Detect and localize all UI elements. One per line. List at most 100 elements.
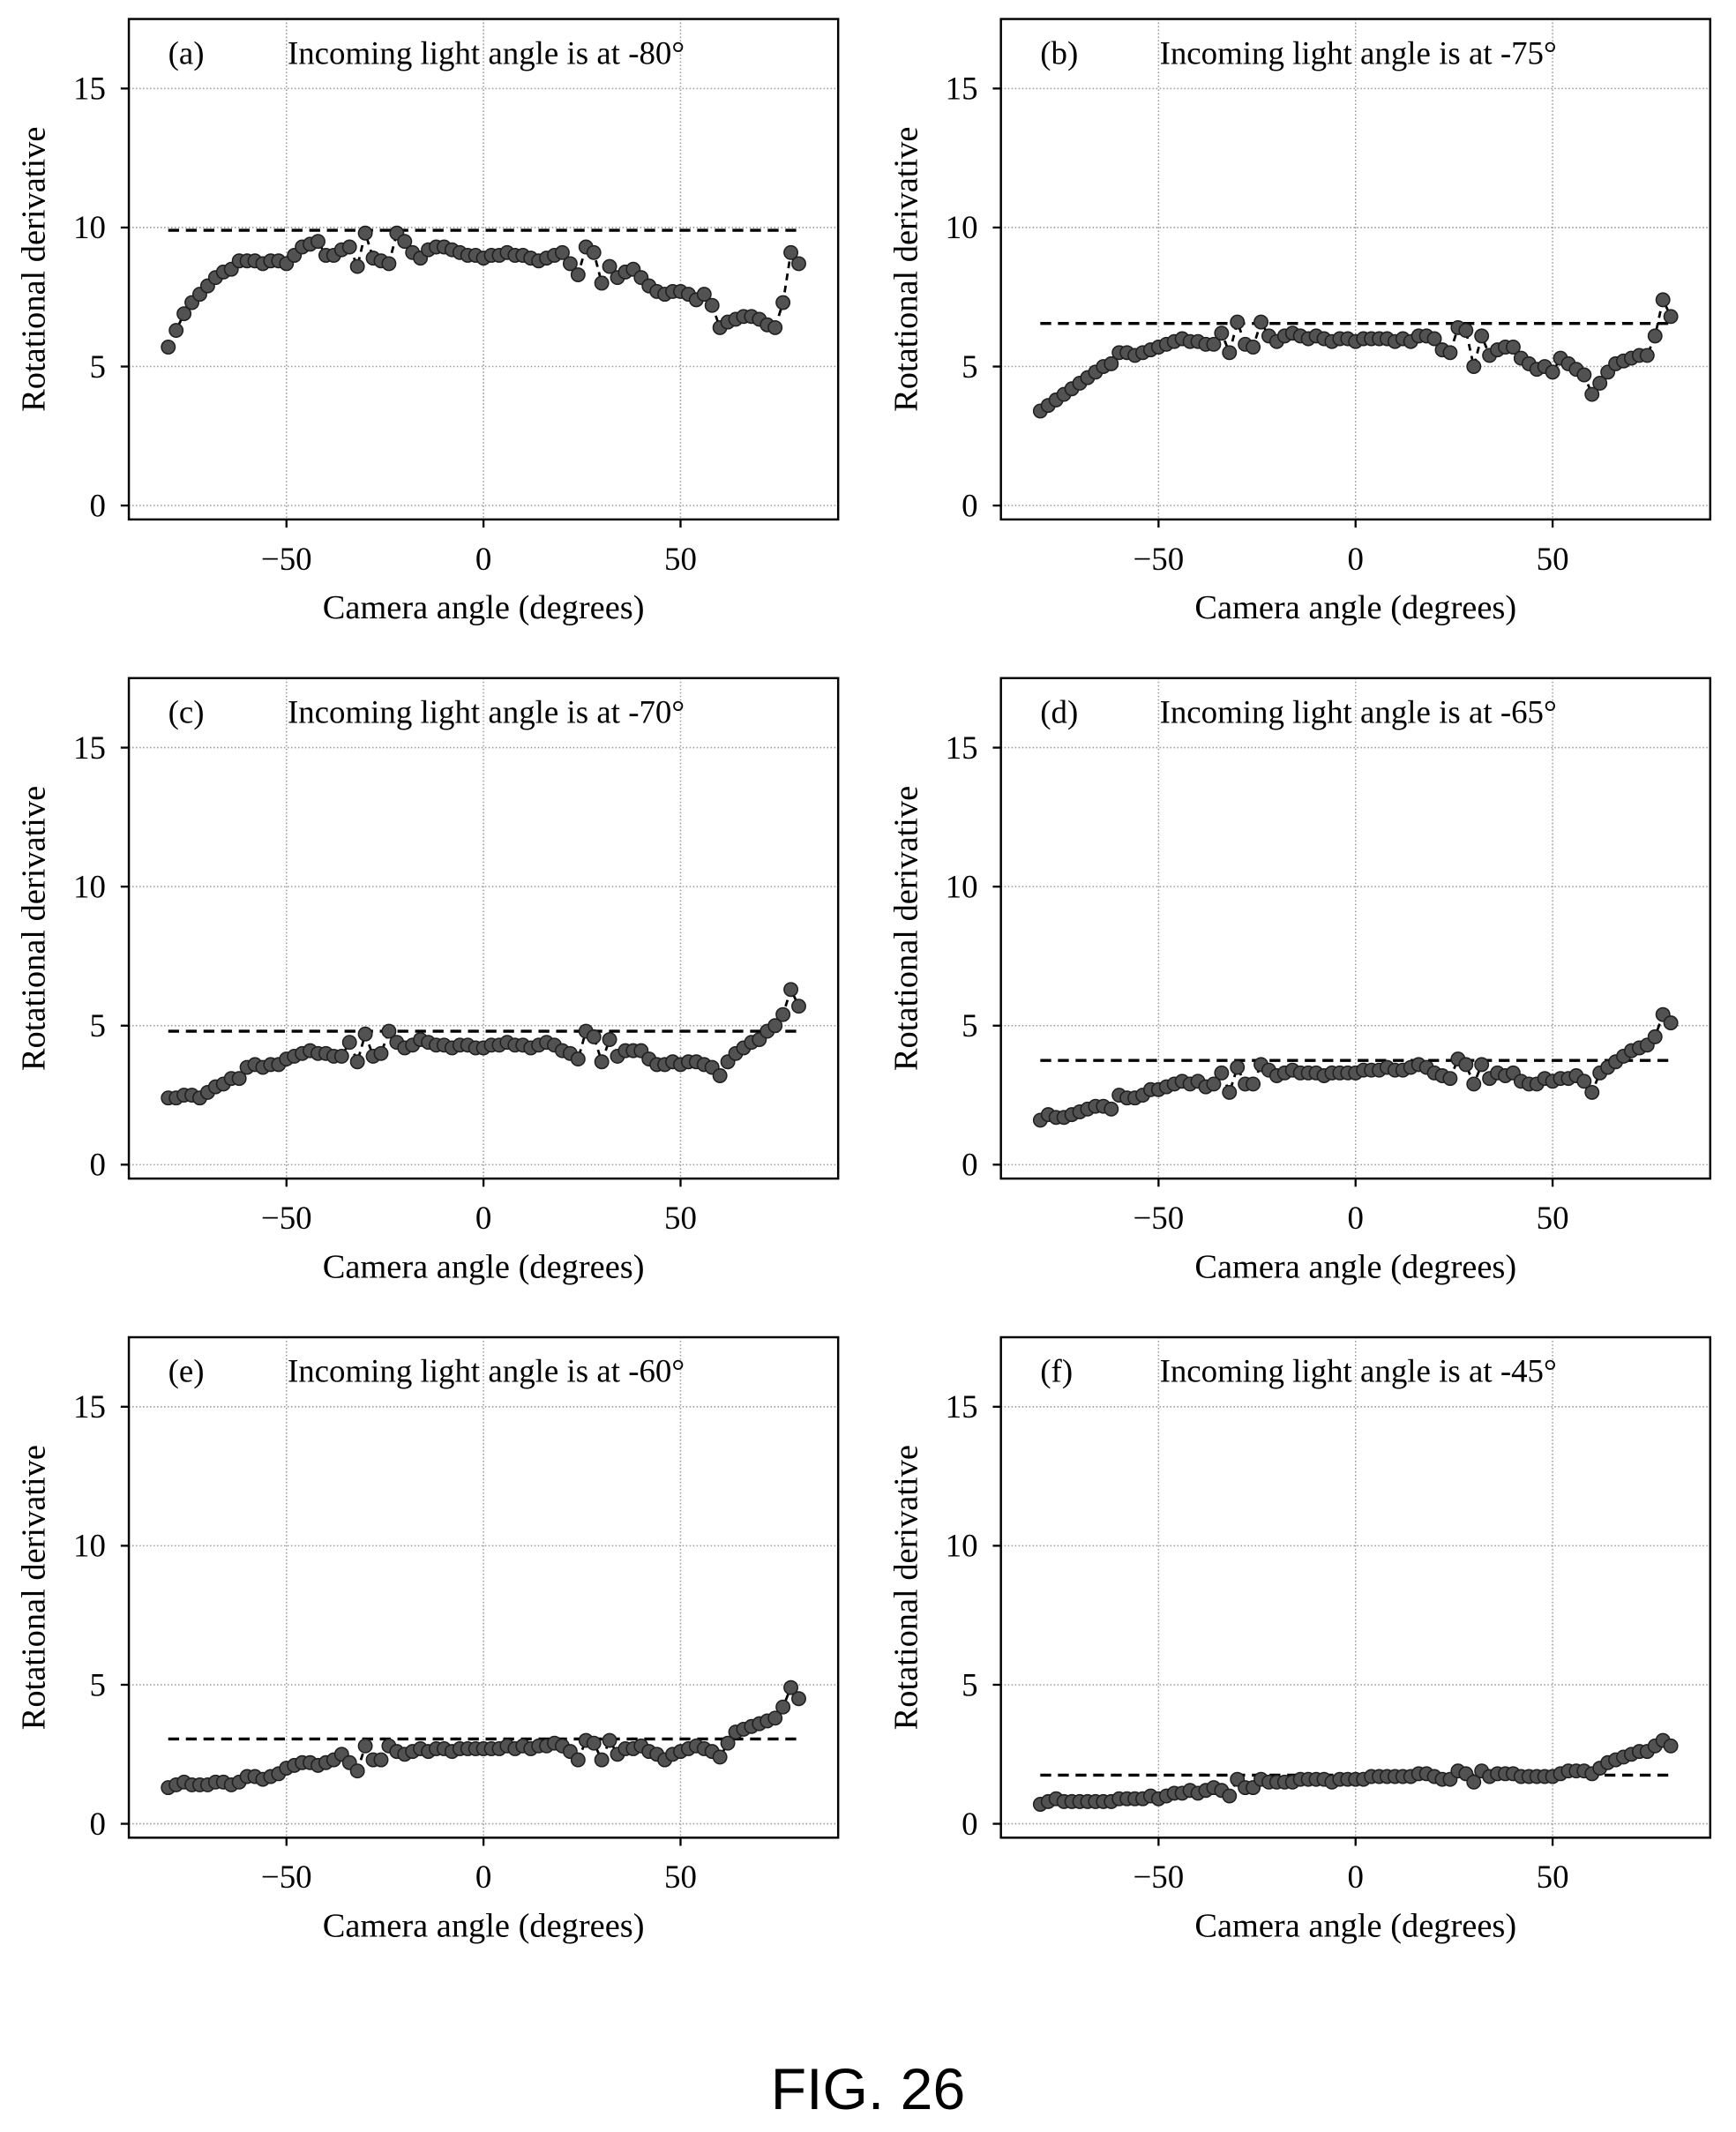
panel-label: (c) bbox=[168, 694, 205, 731]
data-point bbox=[349, 1763, 365, 1779]
data-point bbox=[594, 1752, 610, 1768]
data-point bbox=[767, 1710, 783, 1726]
data-point bbox=[1647, 1029, 1663, 1044]
data-point bbox=[1104, 355, 1119, 371]
data-point bbox=[311, 234, 326, 250]
y-tick-label: 10 bbox=[946, 1528, 978, 1564]
y-tick-label: 0 bbox=[89, 487, 105, 523]
data-point bbox=[1458, 323, 1474, 339]
panel-label: (d) bbox=[1040, 694, 1078, 731]
x-axis-label: Camera angle (degrees) bbox=[1194, 589, 1516, 626]
data-point bbox=[791, 1691, 806, 1707]
x-tick-label: 50 bbox=[664, 541, 697, 577]
data-point bbox=[333, 1048, 349, 1064]
y-tick-label: 5 bbox=[962, 1666, 977, 1702]
data-point bbox=[1426, 331, 1442, 347]
data-point bbox=[373, 1752, 389, 1768]
axes-frame bbox=[999, 1335, 1712, 1839]
y-axis-label: Rotational derivative bbox=[16, 1445, 53, 1730]
x-tick-label: 0 bbox=[475, 1200, 491, 1236]
panel-title: Incoming light angle is at -45° bbox=[1160, 1353, 1557, 1389]
data-point bbox=[1442, 1071, 1458, 1087]
x-tick-label: 50 bbox=[664, 1200, 697, 1236]
data-point bbox=[570, 1752, 586, 1768]
data-point bbox=[1442, 345, 1458, 361]
data-point bbox=[1246, 340, 1261, 355]
chart-panel-4: 0 5 10 15 −50 0 50 Camera angle (degrees) Rotati… bbox=[887, 677, 1712, 1285]
data-point bbox=[602, 1732, 617, 1748]
y-tick-label: 15 bbox=[946, 1388, 978, 1425]
data-point bbox=[1663, 1015, 1679, 1031]
panel-title: Incoming light angle is at -70° bbox=[288, 694, 685, 730]
data-point bbox=[791, 999, 806, 1014]
y-axis-label: Rotational derivative bbox=[887, 1445, 924, 1730]
x-tick-label: 50 bbox=[1537, 1200, 1569, 1236]
data-point bbox=[1545, 364, 1560, 380]
data-point bbox=[1647, 328, 1663, 344]
data-point bbox=[783, 982, 799, 998]
data-point bbox=[775, 1006, 791, 1022]
axes-frame bbox=[127, 1335, 840, 1839]
y-tick-label: 10 bbox=[73, 209, 106, 245]
data-point bbox=[1222, 1788, 1238, 1804]
data-point bbox=[381, 256, 397, 272]
data-point bbox=[1230, 1059, 1246, 1075]
data-point bbox=[562, 256, 578, 272]
y-tick-label: 0 bbox=[962, 1147, 977, 1183]
data-point bbox=[1253, 314, 1268, 330]
data-point bbox=[775, 295, 791, 310]
chart-panel-3: 0 5 10 15 −50 0 50 Camera angle (degrees) Rotati… bbox=[16, 677, 840, 1285]
data-point bbox=[349, 258, 365, 274]
data-point bbox=[1576, 1073, 1592, 1089]
y-tick-label: 0 bbox=[962, 487, 977, 523]
data-point bbox=[775, 1699, 791, 1715]
y-tick-label: 10 bbox=[946, 209, 978, 245]
x-tick-label: 0 bbox=[1348, 1859, 1364, 1895]
y-tick-label: 15 bbox=[946, 729, 978, 766]
x-tick-label: −50 bbox=[261, 1859, 312, 1895]
y-tick-label: 5 bbox=[962, 348, 977, 385]
data-point bbox=[1663, 1738, 1679, 1754]
data-point bbox=[231, 1071, 247, 1087]
data-point bbox=[1206, 336, 1222, 352]
data-point bbox=[783, 1679, 799, 1695]
x-tick-label: −50 bbox=[1134, 1859, 1185, 1895]
x-tick-label: 50 bbox=[1537, 541, 1569, 577]
x-axis-label: Camera angle (degrees) bbox=[323, 1248, 645, 1285]
data-point bbox=[397, 234, 413, 250]
data-point bbox=[555, 244, 570, 260]
y-tick-label: 15 bbox=[73, 729, 106, 766]
panel-title: Incoming light angle is at -65° bbox=[1160, 694, 1557, 730]
y-tick-label: 15 bbox=[946, 71, 978, 107]
panel-label: (a) bbox=[168, 34, 205, 71]
panel-title: Incoming light angle is at -60° bbox=[288, 1353, 685, 1389]
data-point bbox=[1104, 1101, 1119, 1117]
x-tick-label: −50 bbox=[1134, 1200, 1185, 1236]
data-point bbox=[357, 1026, 373, 1042]
chart-panel-2: 0 5 10 15 −50 0 50 Camera angle (degrees) Rotati… bbox=[887, 18, 1712, 626]
data-point bbox=[1214, 1065, 1230, 1081]
x-tick-label: 0 bbox=[475, 541, 491, 577]
data-point bbox=[1505, 340, 1521, 355]
x-tick-label: −50 bbox=[1134, 541, 1185, 577]
data-point bbox=[704, 297, 720, 313]
data-point bbox=[1584, 386, 1600, 402]
data-point bbox=[767, 1018, 783, 1034]
data-point bbox=[381, 1023, 397, 1039]
y-tick-label: 0 bbox=[89, 1147, 105, 1183]
x-axis-label: Camera angle (degrees) bbox=[1194, 1908, 1516, 1945]
y-axis-label: Rotational derivative bbox=[887, 127, 924, 412]
x-tick-label: 50 bbox=[664, 1859, 697, 1895]
x-axis-label: Camera angle (degrees) bbox=[323, 589, 645, 626]
data-point bbox=[570, 267, 586, 282]
data-point bbox=[176, 306, 192, 322]
data-point bbox=[712, 1068, 728, 1083]
data-point bbox=[696, 287, 712, 303]
data-point bbox=[586, 1735, 602, 1751]
data-point bbox=[168, 323, 184, 339]
data-point bbox=[1222, 345, 1238, 361]
data-point bbox=[1474, 328, 1490, 344]
data-point bbox=[161, 340, 176, 355]
panel-title: Incoming light angle is at -75° bbox=[1160, 34, 1557, 71]
